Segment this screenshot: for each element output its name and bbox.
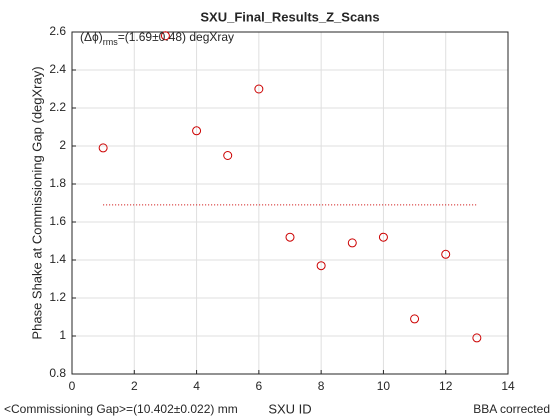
x-tick-label: 8 <box>318 379 325 393</box>
x-tick-label: 4 <box>193 379 200 393</box>
x-tick-label: 6 <box>256 379 263 393</box>
annotation-main: (Δϕ) <box>80 30 103 44</box>
point <box>285 232 295 242</box>
x-tick-label: 12 <box>439 379 453 393</box>
point <box>254 84 264 94</box>
footer-left: <Commissioning Gap>=(10.402±0.022) mm <box>4 402 238 416</box>
point <box>98 143 108 153</box>
annotation: (Δϕ)rms=(1.69±0.48) degXray <box>80 30 234 47</box>
x-tick-label: 14 <box>501 379 515 393</box>
annotation-sub: rms <box>103 37 118 47</box>
y-tick-label: 1.6 <box>49 214 66 228</box>
footer-right: BBA corrected <box>473 402 550 416</box>
y-axis-label: Phase Shake at Commissioning Gap (degXra… <box>29 66 44 339</box>
chart-title: SXU_Final_Results_Z_Scans <box>200 9 379 24</box>
point <box>316 261 326 271</box>
y-tick-label: 1 <box>59 328 66 342</box>
x-tick-label: 10 <box>377 379 391 393</box>
x-axis-label: SXU ID <box>268 401 311 416</box>
y-tick-label: 2.6 <box>49 24 66 38</box>
point <box>410 314 420 324</box>
point <box>160 31 170 41</box>
point <box>223 151 233 160</box>
x-tick-label: 2 <box>131 379 138 393</box>
y-tick-label: 1.2 <box>49 290 66 304</box>
x-tick-label: 0 <box>69 379 76 393</box>
point <box>472 333 482 343</box>
axes-box <box>71 31 509 375</box>
annotation-rest: =(1.69±0.48) degXray <box>118 30 234 44</box>
y-tick-label: 1.4 <box>49 252 66 266</box>
y-tick-label: 2.4 <box>49 62 66 76</box>
point <box>347 238 357 248</box>
point <box>378 232 388 242</box>
y-tick-label: 1.8 <box>49 176 66 190</box>
y-tick-label: 0.8 <box>49 366 66 380</box>
point <box>441 249 451 259</box>
point <box>192 126 202 136</box>
y-tick-label: 2 <box>59 138 66 152</box>
y-tick-label: 2.2 <box>49 100 66 114</box>
